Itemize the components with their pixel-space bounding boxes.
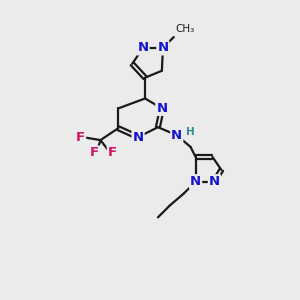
Text: F: F [76,130,85,144]
Text: N: N [190,175,201,188]
Text: F: F [108,146,117,160]
Text: N: N [157,41,168,55]
Text: F: F [90,146,99,160]
Text: N: N [171,129,182,142]
Text: H: H [186,127,194,137]
Text: N: N [209,175,220,188]
Text: CH₃: CH₃ [176,24,195,34]
Text: N: N [133,130,144,144]
Text: N: N [156,102,167,115]
Text: N: N [137,41,148,55]
